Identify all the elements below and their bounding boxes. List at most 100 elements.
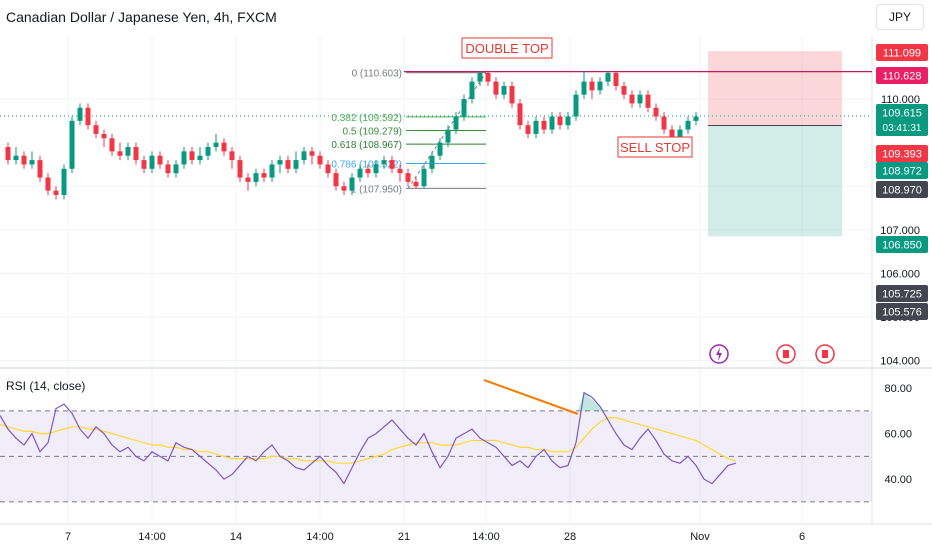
fib-level-label: 1 (107.950) [351,184,402,195]
candle-body [437,142,443,156]
time-tick-label: 14:00 [138,531,166,543]
candle-body [285,160,291,169]
sell-stop-box [617,136,693,158]
candle-body [101,133,107,139]
candle-body [269,164,275,178]
candle-body [357,168,363,178]
time-tick-label: 28 [564,531,576,543]
take-profit-zone [708,125,842,237]
fib-level-label: 0 (110.603) [352,69,402,80]
rsi-tick-label: 80.00 [884,383,912,395]
candle-body [45,177,51,191]
candle-body [365,168,371,174]
price-tick-label: 110.000 [881,94,920,106]
price-label-countdown: 03:41:31 [883,123,922,134]
candle-body [29,160,35,165]
price-label-box [876,104,928,136]
candle-body [229,151,235,161]
candle-body [21,155,27,165]
candle-body [157,155,163,165]
candle-body [341,186,347,191]
candle-body [149,155,155,169]
double-top-annotation: DOUBLE TOP [465,41,548,56]
candle-body [541,120,547,130]
price-tick-label: 104.000 [880,356,920,368]
candle-body [461,99,467,117]
candle-body [189,151,195,161]
candle-body [93,125,99,134]
candle-body [413,181,419,187]
candle-body [661,116,667,130]
candle-body [429,155,435,169]
candle-body [277,160,283,165]
price-label-box [876,236,928,253]
candle-body [445,129,451,143]
rsi-title: RSI (14, close) [6,379,86,393]
price-label: 110.628 [883,71,922,83]
flash-icon [716,347,722,361]
candle-body [173,164,179,174]
stop-loss-zone [708,51,842,126]
candle-body [389,160,395,169]
candle-body [629,94,635,104]
time-tick-label: Nov [690,531,710,543]
candle-body [5,147,11,161]
candle-body [533,120,539,134]
candle-body [597,81,603,91]
candle-body [61,168,67,195]
candle-body [693,116,699,121]
candle-body [469,81,475,100]
candle-body [637,94,643,104]
candle-body [517,103,523,126]
candle-body [565,116,571,126]
candle-body [197,155,203,161]
candle-body [237,160,243,178]
rsi-overbought-fill [578,392,604,411]
candle-body [621,85,627,95]
symbol-title: Canadian Dollar / Japanese Yen, 4h, FXCM [6,9,277,25]
rsi-ma-line [0,417,737,464]
candle-body [37,160,43,178]
candle-body [253,173,259,182]
candle-body [77,107,83,121]
candle-body [669,129,675,139]
price-label: 105.576 [882,307,922,319]
canada-flag-icon [822,350,828,358]
candle-body [573,94,579,117]
candle-body [13,155,19,161]
fib-level-label: 0.5 (109.279) [343,126,403,137]
candle-body [293,160,299,169]
time-tick-label: 14:00 [472,531,500,543]
candle-body [509,85,515,104]
candle-body [181,151,187,165]
price-label-box [876,303,928,320]
candle-body [485,72,491,82]
candle-body [349,177,355,191]
price-label-box [876,44,928,61]
candle-body [325,164,331,174]
price-label-box [876,181,928,198]
candle-body [397,168,403,174]
candle-body [213,142,219,147]
candle-body [165,164,171,174]
currency-button[interactable]: JPY [876,4,924,30]
candle-body [613,72,619,86]
price-label-box [876,145,928,162]
candle-body [557,116,563,126]
sell-stop-annotation: SELL STOP [620,140,690,155]
candle-body [69,120,75,169]
candle-body [589,81,595,91]
candle-body [133,147,139,161]
candle-body [653,107,659,117]
candle-body [581,81,587,95]
candle-body [645,94,651,108]
candle-body [381,160,387,165]
price-label: 106.850 [882,240,922,252]
candle-body [245,177,251,182]
candle-body [453,116,459,130]
candle-body [221,142,227,152]
candle-body [109,138,115,152]
candle-body [85,107,91,126]
